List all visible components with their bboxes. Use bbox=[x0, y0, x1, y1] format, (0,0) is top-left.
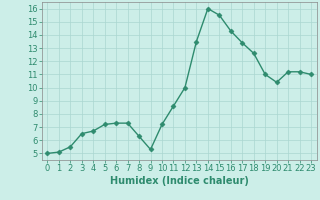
X-axis label: Humidex (Indice chaleur): Humidex (Indice chaleur) bbox=[110, 176, 249, 186]
